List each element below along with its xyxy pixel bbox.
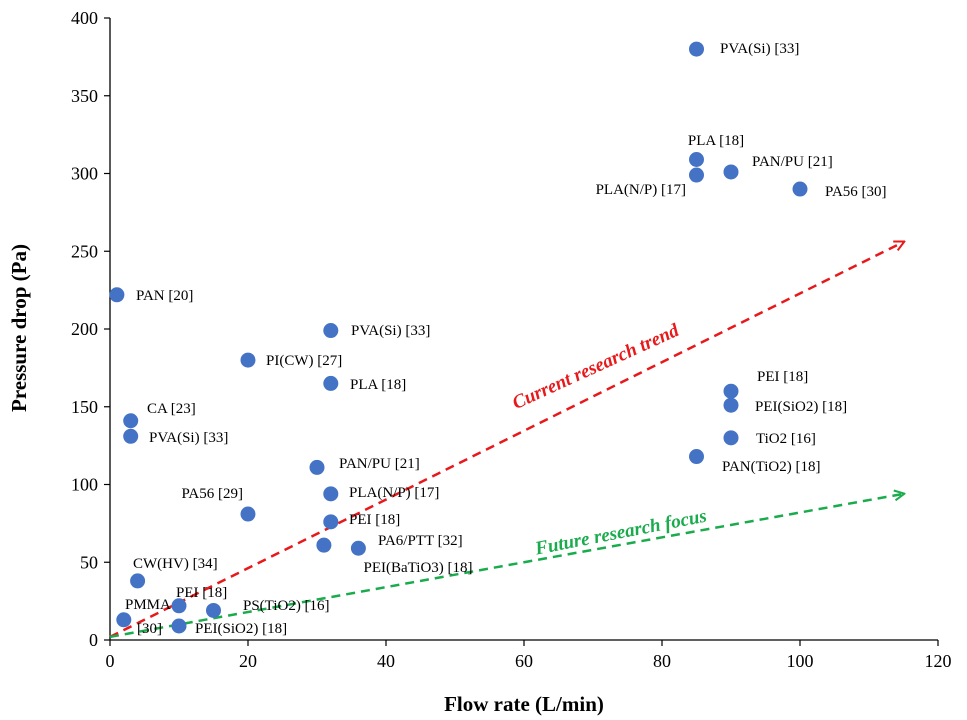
- current-trend-label: Current research trend: [509, 320, 682, 414]
- point-label: TiO2 [16]: [756, 431, 816, 447]
- current-trend-arrow: [109, 242, 904, 639]
- y-axis-title: Pressure drop (Pa): [7, 244, 31, 412]
- x-tick-label: 80: [653, 651, 671, 671]
- scatter-point: [323, 486, 339, 502]
- scatter-point: [240, 506, 256, 522]
- point-label: PEI [18]: [176, 585, 227, 601]
- point-label: PVA(Si) [33]: [720, 41, 799, 57]
- point-label: PMMA: [125, 597, 171, 613]
- scatter-point: [689, 167, 704, 183]
- scatter-point: [130, 573, 146, 589]
- x-tick-label: 40: [377, 651, 395, 671]
- scatter-point: [723, 430, 739, 446]
- y-tick-label: 400: [71, 8, 98, 28]
- scatter-point: [723, 397, 739, 413]
- y-tick-label: 250: [71, 241, 98, 261]
- point-label: PAN [20]: [136, 288, 193, 304]
- scatter-point: [240, 352, 256, 368]
- scatter-point: [323, 514, 339, 530]
- scatter-point: [323, 323, 339, 339]
- scatter-point: [689, 41, 704, 57]
- y-tick-label: 50: [80, 552, 98, 572]
- y-tick-label: 200: [71, 319, 98, 339]
- point-label: PEI(SiO2) [18]: [755, 399, 847, 415]
- point-label: CA [23]: [147, 401, 196, 417]
- x-tick-label: 120: [925, 651, 952, 671]
- scatter-point: [316, 537, 332, 553]
- scatter-point: [171, 598, 187, 614]
- y-tick-label: 350: [71, 86, 98, 106]
- point-label: PLA [18]: [350, 377, 406, 393]
- point-labels: PVA(Si) [33] PLA [18] PLA(N/P) [17] PAN/PU …: [125, 41, 887, 637]
- scatter-point: [723, 164, 739, 180]
- point-label-cont: [30]: [137, 621, 162, 637]
- point-label: PEI(SiO2) [18]: [195, 621, 287, 637]
- y-tick-label: 100: [71, 475, 98, 495]
- point-label: CW(HV) [34]: [133, 556, 218, 572]
- point-label: PEI [18]: [757, 369, 808, 385]
- point-label: PVA(Si) [33]: [149, 430, 228, 446]
- point-label: PLA(N/P) [17]: [349, 485, 439, 501]
- scatter-point: [689, 449, 704, 465]
- x-tick-label: 0: [106, 651, 115, 671]
- y-tick-label: 150: [71, 397, 98, 417]
- future-trend-arrow: [109, 494, 904, 639]
- future-trend-label: Future research focus: [532, 506, 708, 560]
- scatter-point: [123, 413, 139, 429]
- scatter-point: [109, 287, 125, 303]
- y-tick-label: 0: [89, 630, 98, 650]
- scatter-point: [206, 602, 221, 618]
- point-label: PLA(N/P) [17]: [596, 182, 686, 198]
- point-label: PA56 [30]: [825, 184, 887, 200]
- point-label: PLA [18]: [688, 133, 744, 149]
- axes: 0 20 40 60 80 100 120 0 50 100 150 200 250 300 350 400: [71, 8, 952, 671]
- point-label: PS(TiO2) [16]: [243, 598, 330, 614]
- scatter-point: [323, 375, 339, 391]
- scatter-point: [350, 540, 366, 556]
- point-label: PA56 [29]: [181, 486, 243, 502]
- scatter-point: [792, 181, 808, 197]
- x-tick-label: 20: [239, 651, 257, 671]
- x-tick-label: 60: [515, 651, 533, 671]
- point-label: PI(CW) [27]: [266, 353, 342, 369]
- y-tick-label: 300: [71, 164, 98, 184]
- scatter-point: [116, 612, 132, 628]
- point-label: PA6/PTT [32]: [378, 533, 463, 549]
- scatter-point: [123, 428, 139, 444]
- point-label: PAN/PU [21]: [339, 456, 420, 472]
- scatter-point: [723, 383, 739, 399]
- scatter-point: [171, 618, 187, 634]
- scatter-point: [309, 459, 325, 475]
- x-tick-label: 100: [787, 651, 814, 671]
- point-label: PAN/PU [21]: [752, 154, 833, 170]
- point-label: PVA(Si) [33]: [351, 323, 430, 339]
- point-label: PEI(BaTiO3) [18]: [363, 560, 472, 576]
- x-axis-title: Flow rate (L/min): [444, 692, 604, 716]
- data-points: [109, 41, 808, 634]
- scatter-point: [689, 152, 704, 168]
- point-label: PEI [18]: [349, 512, 400, 528]
- point-label: PAN(TiO2) [18]: [722, 459, 821, 475]
